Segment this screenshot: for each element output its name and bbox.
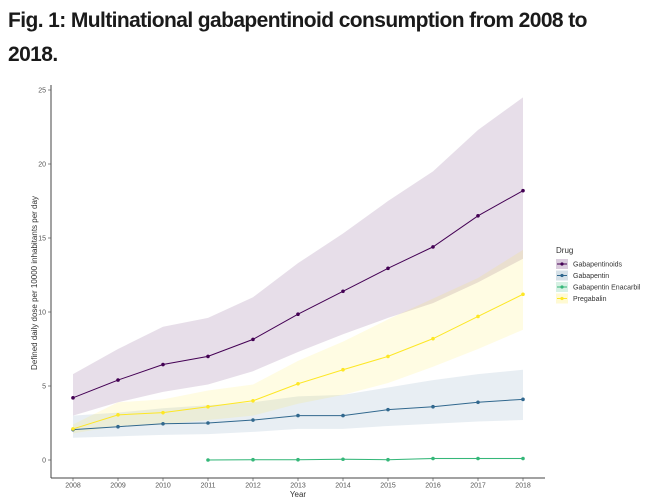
point-gabapentin: [206, 421, 210, 425]
y-tick-label: 25: [38, 88, 46, 95]
band-gabapentinoids: [73, 97, 523, 416]
point-gabapentinoids: [296, 312, 300, 317]
legend-point-gabapentin: [560, 273, 564, 278]
x-tick-label: 2017: [470, 483, 486, 490]
point-gabapentin: [251, 418, 255, 422]
point-gabapentin-enacarbil: [386, 457, 390, 462]
point-pregabalin: [341, 367, 345, 372]
legend: Drug Gabapentinoids Gabapentin Gabapentin …: [556, 246, 641, 304]
point-gabapentinoids: [161, 362, 165, 367]
y-tick-label: 0: [42, 458, 46, 465]
point-gabapentin: [116, 424, 120, 429]
point-gabapentin: [431, 404, 435, 409]
point-pregabalin: [71, 427, 75, 431]
point-gabapentinoids: [341, 289, 345, 294]
legend-label-gabapentin: Gabapentin: [573, 273, 609, 280]
point-gabapentinoids: [431, 245, 435, 249]
point-gabapentinoids: [521, 188, 525, 193]
x-tick-label: 2009: [110, 483, 126, 490]
point-gabapentin: [161, 421, 165, 426]
y-tick-label: 20: [38, 162, 46, 169]
point-gabapentin-enacarbil: [521, 456, 525, 461]
x-axis-label: Year: [290, 490, 307, 499]
point-gabapentin: [521, 397, 525, 402]
point-pregabalin: [161, 410, 165, 415]
legend-label-gabapentinoids: Gabapentinoids: [573, 262, 623, 269]
point-gabapentin: [341, 413, 345, 418]
point-pregabalin: [521, 292, 525, 297]
y-tick-label: 15: [38, 236, 46, 243]
legend-point-gabapentinoids: [560, 262, 564, 266]
legend-label-gabapentin-enacarbil: Gabapentin Enacarbil: [573, 285, 641, 292]
point-pregabalin: [476, 314, 480, 319]
point-gabapentin: [296, 413, 300, 418]
point-pregabalin: [431, 336, 435, 341]
figure-title: Fig. 1: Multinational gabapentinoid cons…: [8, 9, 587, 66]
point-pregabalin: [386, 354, 390, 359]
x-tick-label: 2013: [290, 483, 306, 490]
point-gabapentinoids: [386, 266, 390, 271]
point-gabapentinoids: [116, 378, 120, 382]
point-gabapentin-enacarbil: [206, 458, 210, 462]
point-gabapentin-enacarbil: [251, 457, 255, 462]
x-tick-label: 2014: [335, 483, 351, 490]
x-ticks: 2008 2009 2010 2011 2012 2013 2014 2015 2016 2017…: [65, 478, 531, 490]
point-pregabalin: [251, 399, 255, 403]
point-gabapentinoids: [251, 337, 255, 342]
confidence-bands: [73, 97, 523, 460]
x-tick-label: 2011: [200, 483, 215, 490]
point-gabapentin-enacarbil: [296, 457, 300, 462]
point-pregabalin: [296, 381, 300, 386]
x-tick-label: 2012: [245, 483, 261, 490]
x-tick-label: 2016: [425, 483, 441, 490]
point-gabapentinoids: [476, 214, 480, 218]
line-gabapentin-enacarbil: [207, 458, 523, 461]
point-gabapentin: [386, 407, 390, 412]
y-axis-label: Defined daily dose per 10000 inhabitants…: [30, 196, 39, 370]
point-gabapentin: [476, 400, 480, 405]
point-gabapentinoids: [71, 396, 75, 400]
y-tick-label: 10: [38, 310, 46, 317]
point-gabapentin-enacarbil: [431, 456, 435, 461]
x-tick-label: 2015: [380, 483, 396, 490]
y-tick-label: 5: [42, 384, 46, 391]
point-gabapentin-enacarbil: [476, 456, 480, 461]
legend-title: Drug: [556, 246, 573, 255]
point-pregabalin: [116, 413, 120, 417]
y-ticks: 0 5 10 15 20 25: [38, 88, 51, 465]
x-tick-label: 2008: [65, 483, 81, 490]
x-tick-label: 2010: [155, 483, 171, 490]
legend-point-gabapentin-enacarbil: [560, 285, 564, 289]
legend-point-pregabalin: [560, 296, 564, 301]
x-tick-label: 2018: [515, 483, 531, 490]
series-points: [71, 188, 525, 462]
point-gabapentin-enacarbil: [341, 457, 345, 462]
legend-label-pregabalin: Pregabalin: [573, 296, 607, 303]
point-gabapentinoids: [206, 354, 210, 359]
band-gabapentin: [73, 369, 523, 438]
point-pregabalin: [206, 404, 210, 409]
